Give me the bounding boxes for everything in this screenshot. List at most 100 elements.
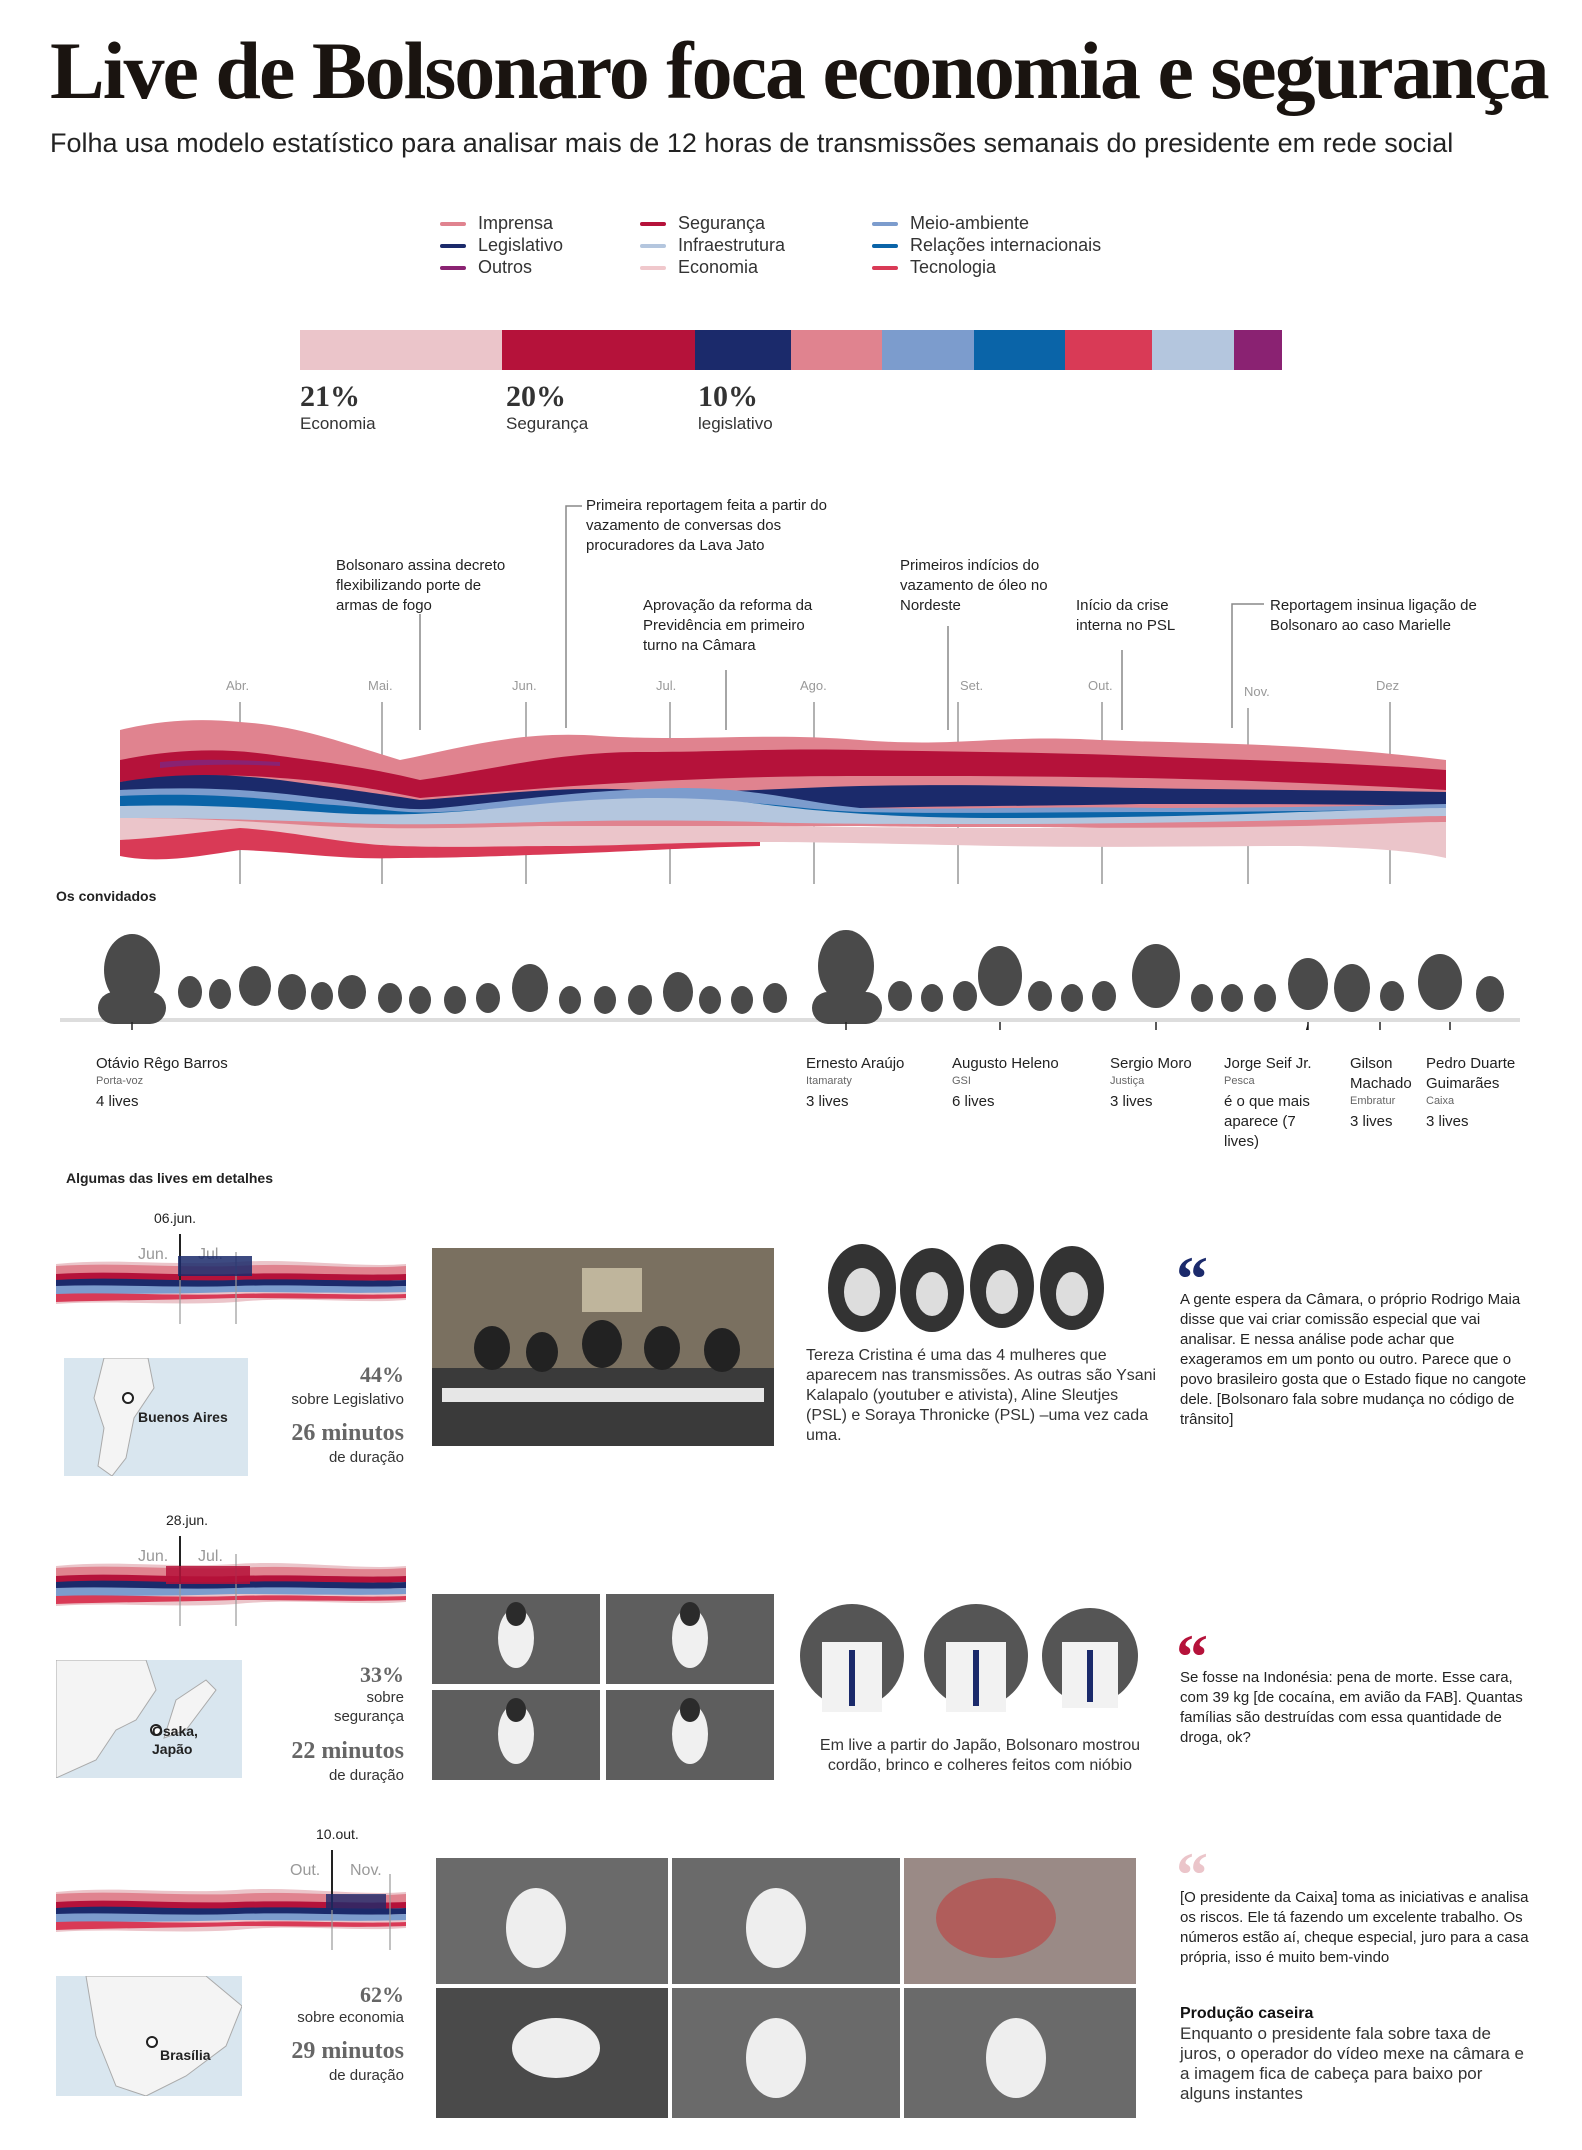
share-pct-legislativo: 10% bbox=[698, 380, 758, 413]
detail-highlight bbox=[178, 1256, 252, 1276]
stream-seguranca bbox=[120, 749, 1446, 798]
photo-grid-japan bbox=[432, 1594, 774, 1780]
guest-ernesto-araujo: Ernesto Araújo Itamaraty 3 lives bbox=[806, 1054, 936, 1112]
legend-swatch bbox=[640, 266, 666, 271]
share-segment-infraestrutura bbox=[1151, 330, 1234, 370]
guest-augusto-heleno: Augusto Heleno GSI 6 lives bbox=[952, 1054, 1082, 1112]
map-place-label: Brasília bbox=[160, 2047, 211, 2063]
detail-quote: Se fosse na Indonésia: pena de morte. Es… bbox=[1180, 1669, 1523, 1746]
annotation-previdencia: Aprovação da reforma da Previdência em p… bbox=[643, 597, 813, 654]
legend-item-meio-ambiente: Meio-ambiente bbox=[872, 213, 1029, 234]
guest-name: Ernesto Araújo bbox=[806, 1055, 905, 1072]
month-label: Nov. bbox=[1244, 684, 1270, 699]
legend-swatch bbox=[640, 244, 666, 249]
extra-text: Enquanto o presidente fala sobre taxa de… bbox=[1180, 2024, 1524, 2103]
guest-role: Embratur bbox=[1350, 1095, 1396, 1107]
stream-tecnologia bbox=[120, 828, 760, 860]
stream-infraestrutura bbox=[120, 798, 1446, 825]
quote-mark-icon: “ bbox=[1176, 1243, 1208, 1314]
guest-sergio-moro: Sergio Moro Justiça 3 lives bbox=[1110, 1054, 1220, 1112]
legend-item-economia: Economia bbox=[640, 257, 758, 278]
guest-name: Jorge Seif Jr. bbox=[1224, 1055, 1312, 1072]
topic-streamgraph bbox=[120, 505, 1446, 884]
map-place-label: Buenos Aires bbox=[138, 1409, 228, 1425]
legend-label: Relações internacionais bbox=[910, 235, 1102, 255]
map-shape bbox=[56, 1660, 217, 1778]
guest-role: Justiça bbox=[1110, 1075, 1145, 1087]
detail-quote: A gente espera da Câmara, o próprio Rodr… bbox=[1180, 1291, 1527, 1428]
share-pct-seguranca: 20% bbox=[506, 380, 566, 413]
month-label: Dez bbox=[1376, 678, 1400, 693]
guest-role: GSI bbox=[952, 1075, 971, 1087]
detail-topic: sobre segurança bbox=[333, 1689, 404, 1725]
guest-rego-barros: Otávio Rêgo Barros Porta-voz 4 lives bbox=[96, 1054, 316, 1112]
leader-line bbox=[1231, 603, 1264, 728]
share-label-legislativo: legislativo bbox=[698, 414, 773, 433]
legend-item-outros: Outros bbox=[440, 257, 532, 278]
legend-item-imprensa: Imprensa bbox=[440, 213, 553, 234]
stream-economia bbox=[120, 818, 1446, 858]
detail-topic: sobre Legislativo bbox=[291, 1391, 404, 1408]
map-brasilia: Brasília bbox=[56, 1976, 242, 2096]
annotation-psl: Início da crise interna no PSL bbox=[1076, 597, 1176, 634]
legend-label: Economia bbox=[678, 257, 759, 277]
guest-name: Gilson Machado bbox=[1350, 1055, 1412, 1092]
legend-label: Legislativo bbox=[478, 235, 564, 255]
annotation-decreto-armas: Bolsonaro assina decreto flexibilizando … bbox=[336, 557, 506, 614]
legend-swatch bbox=[440, 244, 466, 249]
detail-mini-stream bbox=[56, 1850, 406, 1950]
share-label-economia: Economia bbox=[300, 414, 376, 433]
guest-lives: 3 lives bbox=[1426, 1113, 1469, 1130]
detail-mini-stream bbox=[56, 1234, 406, 1324]
detail-minutes: 22 minutos bbox=[291, 1738, 404, 1764]
detail-minutes: 29 minutos bbox=[291, 2038, 404, 2064]
legend-label: Imprensa bbox=[478, 213, 554, 233]
detail-month: Jun. bbox=[138, 1548, 169, 1565]
legend-label: Meio-ambiente bbox=[910, 213, 1030, 233]
leader-line bbox=[565, 505, 582, 728]
guest-name: Augusto Heleno bbox=[952, 1055, 1059, 1072]
guest-lives: 3 lives bbox=[1110, 1093, 1153, 1110]
legend-item-tecnologia: Tecnologia bbox=[872, 257, 996, 278]
month-label: Out. bbox=[1088, 678, 1113, 693]
detail-caption: Tereza Cristina é uma das 4 mulheres que… bbox=[806, 1347, 1157, 1444]
detail-month: Out. bbox=[290, 1862, 321, 1879]
guest-name: Pedro Duarte Guimarães bbox=[1426, 1055, 1516, 1092]
share-segment-meio-ambiente bbox=[882, 330, 974, 370]
share-segment-seguran-a bbox=[502, 330, 695, 370]
guest-lives: é o que mais aparece (7 lives) bbox=[1224, 1093, 1310, 1150]
legend-item-relacoes: Relações internacionais bbox=[872, 235, 1101, 256]
legend-item-seguranca: Segurança bbox=[640, 213, 765, 234]
guests-heading: Os convidados bbox=[56, 888, 157, 904]
share-segment-economia bbox=[300, 330, 503, 370]
guest-lives: 3 lives bbox=[1350, 1113, 1393, 1130]
share-label-seguranca: Segurança bbox=[506, 414, 589, 433]
share-pct-economia: 21% bbox=[300, 380, 360, 413]
guest-name: Otávio Rêgo Barros bbox=[96, 1055, 228, 1072]
map-osaka: Osaka, Japão bbox=[56, 1660, 242, 1778]
detail-pct: 62% bbox=[360, 1982, 404, 2007]
legend-swatch bbox=[440, 266, 466, 271]
detail-mini-stream bbox=[56, 1536, 406, 1626]
guest-role: Pesca bbox=[1224, 1075, 1255, 1087]
detail-date: 06.jun. bbox=[154, 1210, 197, 1226]
quote-mark-icon: “ bbox=[1176, 1621, 1208, 1692]
detail-duration: de duração bbox=[328, 2067, 404, 2084]
detail-duration: de duração bbox=[328, 1767, 404, 1784]
map-shape bbox=[85, 1976, 242, 2096]
legend-swatch bbox=[440, 222, 466, 227]
legend-swatch bbox=[872, 222, 898, 227]
legend-label: Tecnologia bbox=[910, 257, 997, 277]
map-buenos-aires: Buenos Aires bbox=[64, 1358, 248, 1476]
guest-gilson-machado: Gilson Machado Embratur 3 lives bbox=[1350, 1054, 1426, 1132]
share-segment-imprensa bbox=[790, 330, 883, 370]
month-label: Ago. bbox=[800, 678, 827, 693]
month-label: Set. bbox=[960, 678, 984, 693]
detail-highlight bbox=[166, 1566, 250, 1584]
share-segment-tecnologia bbox=[1065, 330, 1152, 370]
stream-outros bbox=[160, 759, 280, 768]
guest-lives: 6 lives bbox=[952, 1093, 995, 1110]
month-label: Abr. bbox=[226, 678, 250, 693]
guest-pedro-guimaraes: Pedro Duarte Guimarães Caixa 3 lives bbox=[1426, 1054, 1536, 1132]
details-heading: Algumas das lives em detalhes bbox=[66, 1170, 273, 1186]
